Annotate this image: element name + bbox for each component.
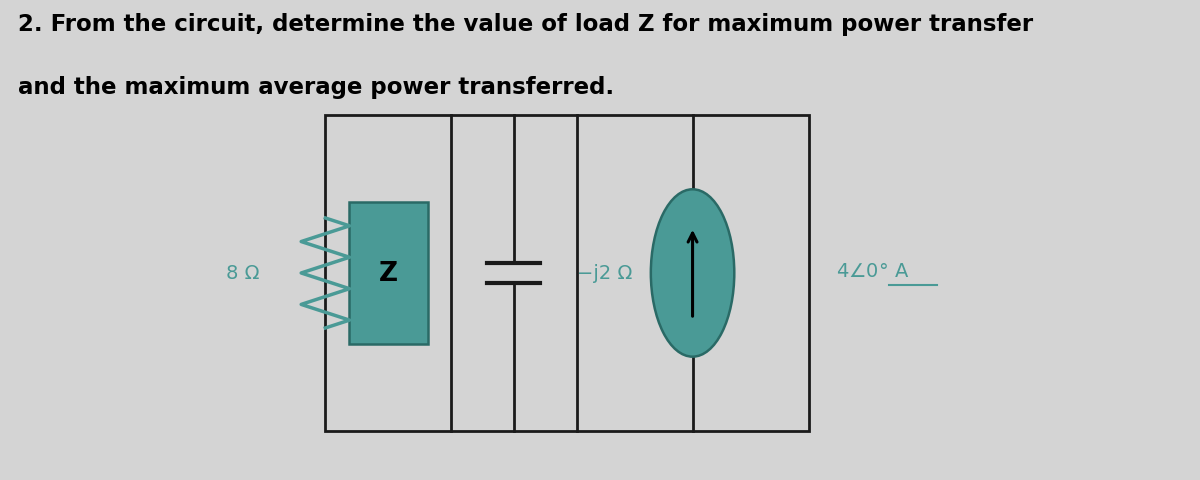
Text: Z: Z [379,261,397,287]
Text: 2. From the circuit, determine the value of load Z for maximum power transfer: 2. From the circuit, determine the value… [18,13,1033,36]
Text: and the maximum average power transferred.: and the maximum average power transferre… [18,75,614,98]
Bar [325,116,809,431]
Text: 8 Ω: 8 Ω [227,264,259,283]
Bar [349,203,427,344]
Text: −j2 Ω: −j2 Ω [577,264,632,283]
Text: 4$\angle$0° A: 4$\angle$0° A [836,262,910,280]
Ellipse shape [650,190,734,357]
